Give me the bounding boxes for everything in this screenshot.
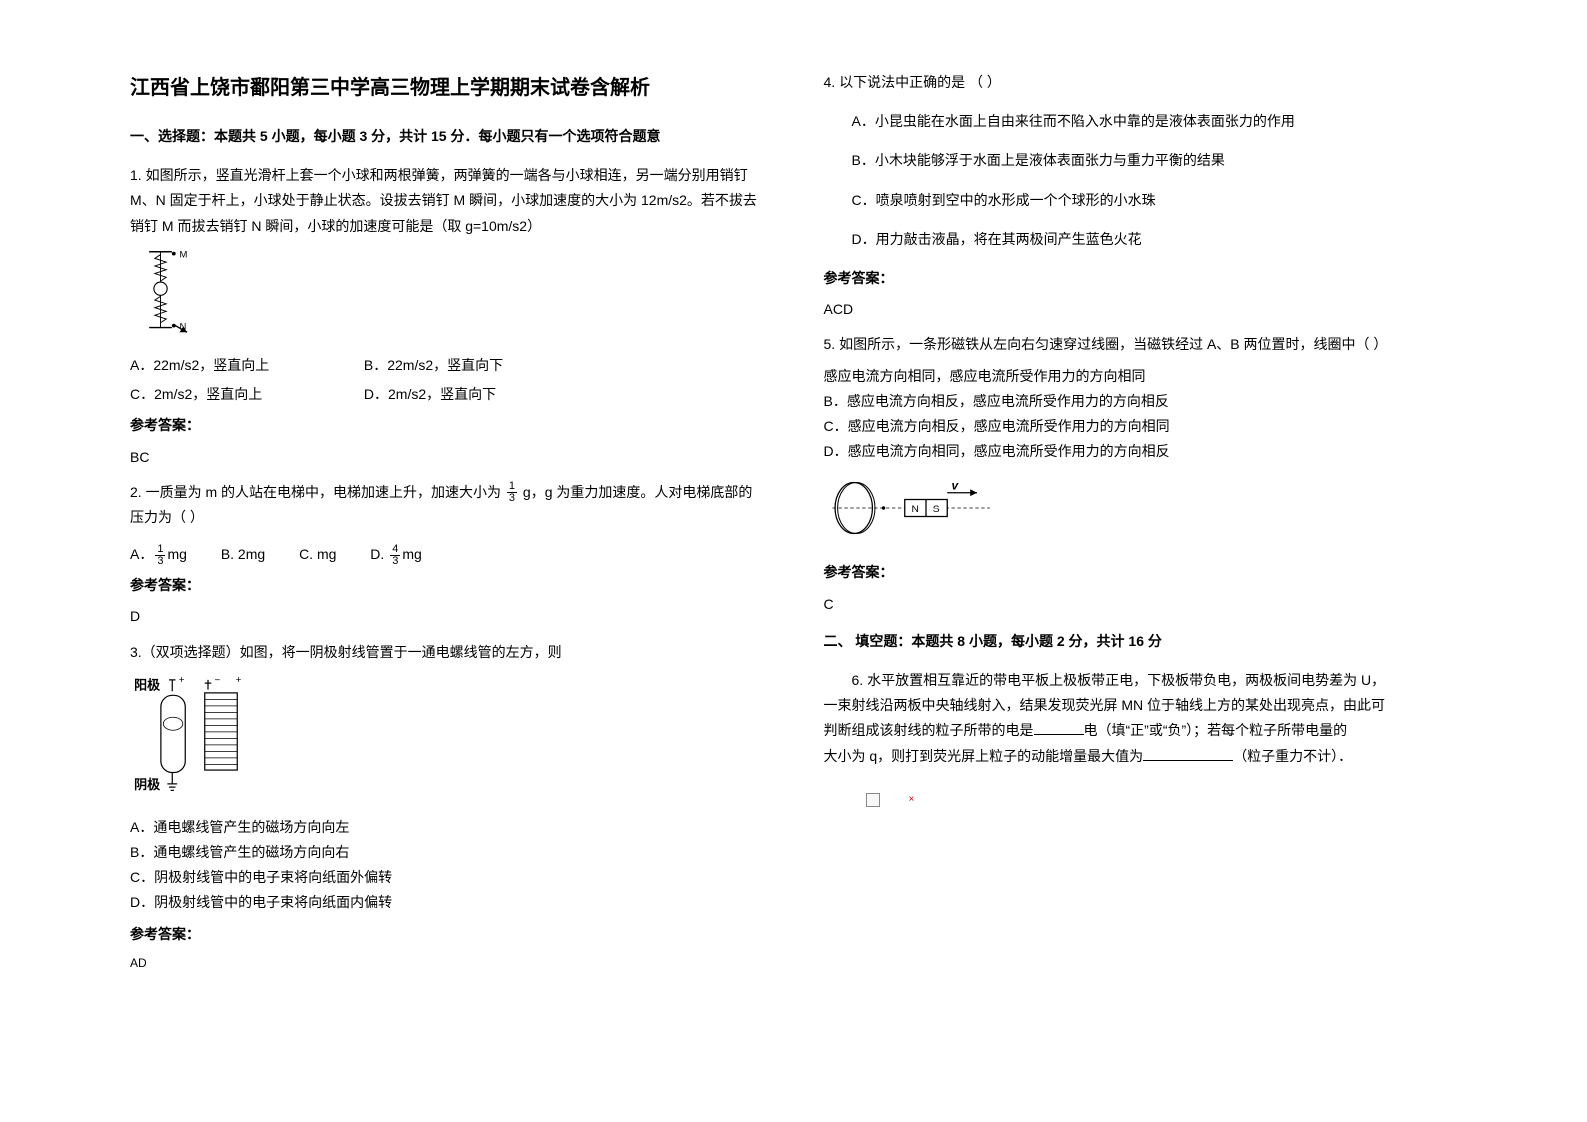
q5-option-a: 感应电流方向相同，感应电流所受作用力的方向相同 [824, 364, 1458, 389]
q6-line1: 6. 水平放置相互靠近的带电平板上极板带正电，下极板带负电，两极板间电势差为 U… [824, 668, 1458, 693]
q4-option-d: D．用力敲击液晶，将在其两极间产生蓝色火花 [824, 227, 1458, 252]
q2-optA-pre: A． [130, 546, 153, 562]
svg-text:+: + [179, 675, 185, 686]
blank-2 [1143, 747, 1233, 761]
q2-answer-label: 参考答案： [130, 573, 764, 598]
q3-answer: AD [130, 953, 764, 975]
q1-answer: BC [130, 445, 764, 470]
q2-answer: D [130, 604, 764, 629]
q1-diagram: M N [130, 247, 764, 345]
q2-text: 2. 一质量为 m 的人站在电梯中，电梯加速上升，加速大小为 13 g，g 为重… [130, 480, 764, 530]
q2-optD-suf: mg [402, 546, 421, 562]
left-column: 江西省上饶市鄱阳第三中学高三物理上学期期末试卷含解析 一、选择题：本题共 5 小… [100, 70, 794, 1082]
q2-options: A．13mg B. 2mg C. mg D. 43mg [130, 542, 764, 567]
q1-options-row-1: A．22m/s2，竖直向上 B．22m/s2，竖直向下 [130, 353, 764, 378]
fraction-1-3-a: 13 [155, 544, 165, 567]
broken-image-icon: × [866, 793, 880, 807]
fraction-1-3: 13 [507, 481, 517, 504]
q3-option-b: B．通电螺线管产生的磁场方向向右 [130, 840, 764, 865]
q3-option-d: D．阴极射线管中的电子束将向纸面内偏转 [130, 890, 764, 915]
q3-option-c: C．阴极射线管中的电子束将向纸面外偏转 [130, 865, 764, 890]
q1-option-c: C．2m/s2，竖直向上 [130, 382, 330, 407]
page-title: 江西省上饶市鄱阳第三中学高三物理上学期期末试卷含解析 [130, 70, 764, 106]
q4-option-c: C．喷泉喷射到空中的水形成一个个球形的小水珠 [824, 188, 1458, 213]
svg-text:−: − [215, 675, 221, 686]
q6-line4b: （粒子重力不计）． [1233, 748, 1352, 764]
q5-answer: C [824, 592, 1458, 617]
q4-answer-label: 参考答案： [824, 266, 1458, 291]
velocity-label: v [951, 479, 959, 493]
q2-optD-pre: D. [370, 546, 384, 562]
q2-option-b: B. 2mg [221, 542, 265, 567]
q6-line3a: 判断组成该射线的粒子所带的电是 [824, 722, 1034, 738]
q3-option-a: A．通电螺线管产生的磁场方向向左 [130, 815, 764, 840]
q4-answer: ACD [824, 297, 1458, 322]
q3-diagram: 阳极 + − + [130, 675, 260, 805]
q6-line4: 大小为 q，则打到荧光屏上粒子的动能增量最大值为 （粒子重力不计）． [824, 744, 1458, 769]
spring-icon: M N [130, 247, 210, 337]
q2-prefix: 2. 一质量为 m 的人站在电梯中，电梯加速上升，加速大小为 [130, 484, 501, 500]
svg-text:M: M [179, 249, 187, 260]
q6-line3: 判断组成该射线的粒子所带的电是 电（填“正”或“负”）；若每个粒子所带电量的 [824, 718, 1458, 743]
question-1: 1. 如图所示，竖直光滑杆上套一个小球和两根弹簧，两弹簧的一端各与小球相连，另一… [130, 163, 764, 470]
anode-label: 阳极 [134, 677, 161, 692]
q6-line3b: 电（填“正”或“负”）；若每个粒子所带电量的 [1084, 722, 1348, 738]
q6-line1-text: 6. 水平放置相互靠近的带电平板上极板带正电，下极板带负电，两极板间电势差为 U… [852, 672, 1386, 688]
q1-option-b: B．22m/s2，竖直向下 [364, 353, 503, 378]
section-1-header: 一、选择题：本题共 5 小题，每小题 3 分，共计 15 分．每小题只有一个选项… [130, 124, 764, 149]
q6-line2: 一束射线沿两板中央轴线射入，结果发现荧光屏 MN 位于轴线上方的某处出现亮点，由… [824, 693, 1458, 718]
cathode-label: 阴极 [134, 777, 161, 792]
q3-answer-label: 参考答案： [130, 922, 764, 947]
q5-diagram: N S v [824, 474, 994, 550]
q2-optA-suf: mg [167, 546, 186, 562]
q1-options-row-2: C．2m/s2，竖直向上 D．2m/s2，竖直向下 [130, 382, 764, 407]
question-5: 5. 如图所示，一条形磁铁从左向右匀速穿过线圈，当磁铁经过 A、B 两位置时，线… [824, 332, 1458, 617]
q5-answer-label: 参考答案： [824, 560, 1458, 585]
cathode-tube-icon: 阳极 + − + [130, 675, 260, 797]
q5-option-c: C．感应电流方向相反，感应电流所受作用力的方向相同 [824, 414, 1458, 439]
right-column: 4. 以下说法中正确的是 （ ） A．小昆虫能在水面上自由来往而不陷入水中靠的是… [794, 70, 1488, 1082]
q2-option-a: A．13mg [130, 542, 187, 567]
magnet-coil-icon: N S v [824, 474, 994, 542]
q4-option-a: A．小昆虫能在水面上自由来往而不陷入水中靠的是液体表面张力的作用 [824, 109, 1458, 134]
q5-option-b: B．感应电流方向相反，感应电流所受作用力的方向相反 [824, 389, 1458, 414]
section-2-header: 二、 填空题：本题共 8 小题，每小题 2 分，共计 16 分 [824, 629, 1458, 654]
q5-option-d: D．感应电流方向相同，感应电流所受作用力的方向相反 [824, 439, 1458, 464]
svg-text:+: + [236, 675, 242, 686]
q6-line4a: 大小为 q，则打到荧光屏上粒子的动能增量最大值为 [824, 748, 1144, 764]
q6-image-placeholder: × [824, 785, 1458, 810]
question-3: 3.（双项选择题）如图，将一阴极射线管置于一通电螺线管的左方，则 阳极 + − … [130, 640, 764, 975]
q2-option-c: C. mg [299, 542, 336, 567]
question-2: 2. 一质量为 m 的人站在电梯中，电梯加速上升，加速大小为 13 g，g 为重… [130, 480, 764, 630]
q5-text: 5. 如图所示，一条形磁铁从左向右匀速穿过线圈，当磁铁经过 A、B 两位置时，线… [824, 332, 1458, 357]
fraction-4-3: 43 [390, 544, 400, 567]
q2-option-d: D. 43mg [370, 542, 421, 567]
magnet-n-label: N [911, 505, 918, 516]
q3-text: 3.（双项选择题）如图，将一阴极射线管置于一通电螺线管的左方，则 [130, 640, 764, 665]
blank-1 [1034, 721, 1084, 735]
magnet-s-label: S [932, 505, 939, 516]
q1-option-a: A．22m/s2，竖直向上 [130, 353, 330, 378]
q4-option-b: B．小木块能够浮于水面上是液体表面张力与重力平衡的结果 [824, 148, 1458, 173]
question-4: 4. 以下说法中正确的是 （ ） A．小昆虫能在水面上自由来往而不陷入水中靠的是… [824, 70, 1458, 322]
q1-answer-label: 参考答案： [130, 413, 764, 438]
q4-text: 4. 以下说法中正确的是 （ ） [824, 70, 1458, 95]
question-6: 6. 水平放置相互靠近的带电平板上极板带正电，下极板带负电，两极板间电势差为 U… [824, 668, 1458, 810]
q1-text: 1. 如图所示，竖直光滑杆上套一个小球和两根弹簧，两弹簧的一端各与小球相连，另一… [130, 163, 764, 239]
q1-option-d: D．2m/s2，竖直向下 [364, 382, 496, 407]
